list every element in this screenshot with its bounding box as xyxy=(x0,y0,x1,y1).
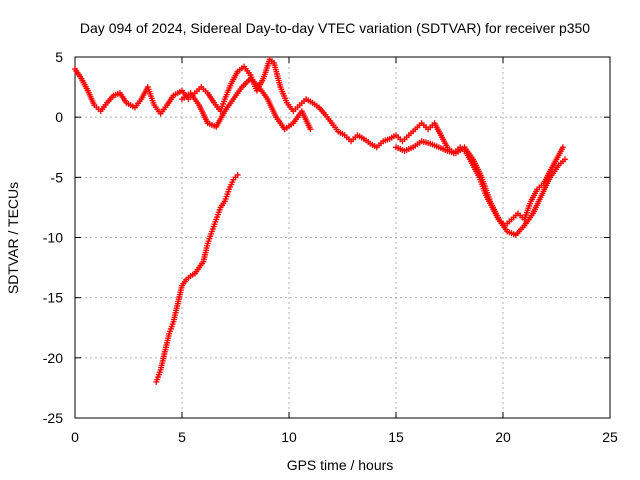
x-tick-label: 20 xyxy=(495,429,511,445)
y-tick-label: -20 xyxy=(43,350,63,366)
axis-ticks: 0 5 10 15 20 25 5 0 -5 -10 -15 -20 -25 xyxy=(43,49,618,445)
x-tick-label: 15 xyxy=(388,429,404,445)
chart-title: Day 094 of 2024, Sidereal Day-to-day VTE… xyxy=(80,20,590,36)
y-tick-label: 0 xyxy=(55,109,63,125)
x-tick-label: 5 xyxy=(178,429,186,445)
x-tick-label: 10 xyxy=(281,429,297,445)
y-axis-label: SDTVAR / TECUs xyxy=(5,182,21,294)
x-tick-label: 25 xyxy=(602,429,618,445)
data-point xyxy=(234,171,241,178)
y-tick-label: -10 xyxy=(43,230,63,246)
grid xyxy=(75,57,610,418)
y-tick-label: -5 xyxy=(51,169,64,185)
y-tick-label: -25 xyxy=(43,410,63,426)
y-tick-label: 5 xyxy=(55,49,63,65)
data-point xyxy=(307,126,314,133)
data-points xyxy=(72,56,569,385)
plot-frame xyxy=(74,56,611,419)
data-point xyxy=(559,144,566,151)
data-point xyxy=(562,156,569,163)
x-tick-label: 0 xyxy=(71,429,79,445)
x-axis-label: GPS time / hours xyxy=(287,457,394,473)
y-tick-label: -15 xyxy=(43,290,63,306)
